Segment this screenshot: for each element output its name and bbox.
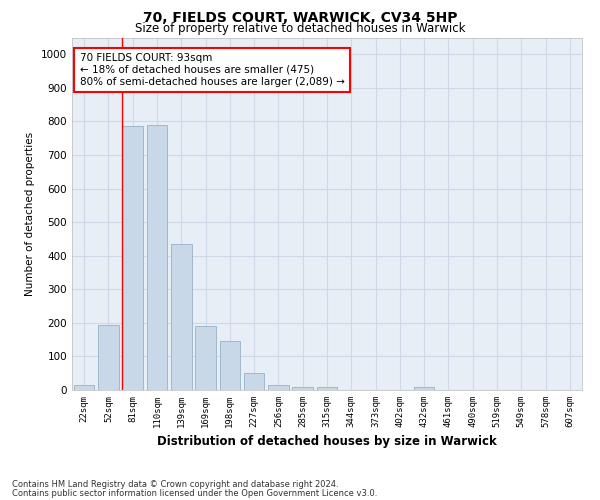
- Bar: [195, 326, 216, 390]
- Y-axis label: Number of detached properties: Number of detached properties: [25, 132, 35, 296]
- Bar: [98, 324, 119, 390]
- Text: Contains public sector information licensed under the Open Government Licence v3: Contains public sector information licen…: [12, 488, 377, 498]
- Bar: [268, 385, 289, 390]
- Bar: [171, 244, 191, 390]
- Bar: [122, 126, 143, 390]
- Text: 70 FIELDS COURT: 93sqm
← 18% of detached houses are smaller (475)
80% of semi-de: 70 FIELDS COURT: 93sqm ← 18% of detached…: [80, 54, 344, 86]
- Bar: [220, 342, 240, 390]
- Bar: [317, 388, 337, 390]
- Bar: [414, 388, 434, 390]
- Bar: [74, 385, 94, 390]
- Text: 70, FIELDS COURT, WARWICK, CV34 5HP: 70, FIELDS COURT, WARWICK, CV34 5HP: [143, 11, 457, 25]
- Text: Contains HM Land Registry data © Crown copyright and database right 2024.: Contains HM Land Registry data © Crown c…: [12, 480, 338, 489]
- X-axis label: Distribution of detached houses by size in Warwick: Distribution of detached houses by size …: [157, 436, 497, 448]
- Bar: [244, 373, 265, 390]
- Text: Size of property relative to detached houses in Warwick: Size of property relative to detached ho…: [135, 22, 465, 35]
- Bar: [146, 125, 167, 390]
- Bar: [292, 386, 313, 390]
